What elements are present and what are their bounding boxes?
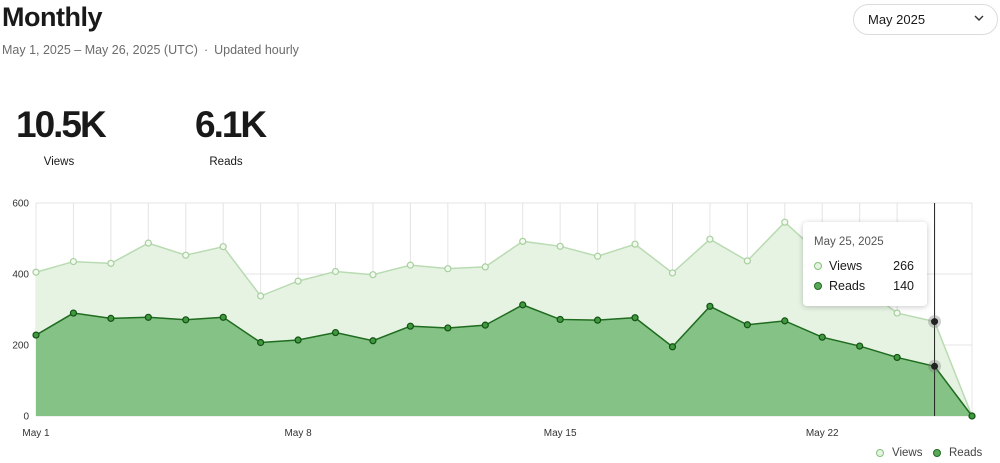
views-point: [32, 268, 40, 276]
views-point: [182, 251, 190, 259]
reads-point: [331, 328, 340, 337]
views-point: [893, 309, 901, 317]
page-title: Monthly: [2, 2, 102, 32]
views-point: [294, 277, 302, 285]
reads-point: [706, 302, 714, 310]
tooltip-date: May 25, 2025: [814, 236, 884, 248]
reads-point: [406, 322, 414, 330]
date-range-subtitle: May 1, 2025 – May 26, 2025 (UTC) · Updated…: [2, 43, 299, 57]
reads-point: [144, 313, 152, 321]
x-tick-label: May 15: [544, 428, 577, 439]
tooltip-reads-row: Reads 140: [814, 279, 914, 293]
reads-legend-dot-icon: [933, 449, 941, 457]
views-stat: 10.5K Views: [16, 104, 107, 168]
reads-line: [35, 304, 973, 417]
reads-point: [444, 324, 452, 332]
reads-point: [593, 316, 602, 324]
reads-point: [968, 412, 976, 420]
x-tick-label: May 8: [284, 428, 312, 439]
views-point: [631, 240, 639, 248]
views-point: [668, 269, 677, 277]
reads-stat: 6.1K Reads: [195, 104, 267, 168]
update-note: Updated hourly: [214, 43, 299, 57]
reads-point: [856, 342, 864, 350]
y-tick-label: 0: [23, 412, 29, 423]
reads-point: [32, 331, 40, 339]
reads-point: [369, 337, 377, 345]
views-highlight-point: [931, 318, 939, 326]
views-point: [481, 263, 489, 271]
views-point: [369, 271, 377, 279]
reads-area: [36, 304, 972, 416]
views-point: [444, 265, 452, 273]
reads-point: [556, 315, 564, 324]
reads-point: [631, 314, 639, 322]
separator: ·: [203, 43, 209, 57]
reads-point: [668, 343, 677, 351]
x-tick-label: May 22: [806, 428, 839, 439]
date-range: May 1, 2025 – May 26, 2025 (UTC): [2, 43, 198, 57]
reads-point: [818, 333, 826, 341]
views-point: [593, 252, 602, 260]
reads-point: [781, 317, 789, 325]
reads-point: [182, 316, 190, 324]
legend-reads-label: Reads: [949, 447, 983, 459]
y-tick-label: 600: [12, 199, 29, 210]
period-dropdown-value: May 2025: [868, 12, 926, 27]
views-point: [519, 237, 527, 245]
reads-highlight-point: [931, 362, 939, 370]
chart-tooltip: May 25, 2025 Views 266 Reads 140: [803, 222, 927, 306]
tooltip-views-value: 266: [893, 259, 914, 273]
views-point: [69, 257, 78, 266]
reads-point: [294, 336, 302, 344]
reads-point: [519, 301, 527, 309]
legend-views-label: Views: [892, 447, 923, 459]
reads-dot-icon: [814, 282, 822, 290]
y-tick-label: 200: [12, 341, 29, 352]
tooltip-views-label: Views: [829, 259, 863, 273]
views-stat-label: Views: [43, 156, 75, 168]
tooltip-views-row: Views 266: [814, 259, 914, 273]
legend-reads[interactable]: Reads: [933, 447, 982, 459]
views-point: [331, 267, 340, 276]
views-legend-dot-icon: [876, 449, 884, 457]
views-point: [706, 235, 714, 243]
views-total: 10.5K: [16, 104, 107, 145]
views-point: [781, 218, 789, 226]
reads-stat-label: Reads: [209, 156, 243, 168]
tooltip-reads-label: Reads: [829, 279, 866, 293]
reads-point: [257, 338, 265, 347]
views-point: [556, 242, 564, 250]
reads-point: [743, 321, 751, 329]
views-point: [406, 261, 414, 269]
views-point: [219, 243, 227, 251]
reads-point: [107, 314, 115, 322]
views-point: [144, 239, 152, 247]
views-point: [257, 292, 265, 300]
reads-point: [893, 353, 901, 362]
reads-point: [69, 309, 78, 317]
reads-point: [481, 321, 489, 329]
y-tick-label: 400: [12, 270, 29, 281]
tooltip-reads-value: 140: [893, 279, 914, 293]
chevron-down-icon: [973, 12, 985, 27]
reads-point: [219, 313, 227, 321]
x-tick-label: May 1: [22, 428, 50, 439]
reads-total: 6.1K: [195, 104, 267, 145]
legend-views[interactable]: Views: [876, 447, 922, 459]
period-dropdown[interactable]: May 2025: [853, 4, 998, 35]
views-dot-icon: [814, 262, 822, 270]
views-point: [107, 259, 115, 267]
views-point: [743, 257, 751, 265]
